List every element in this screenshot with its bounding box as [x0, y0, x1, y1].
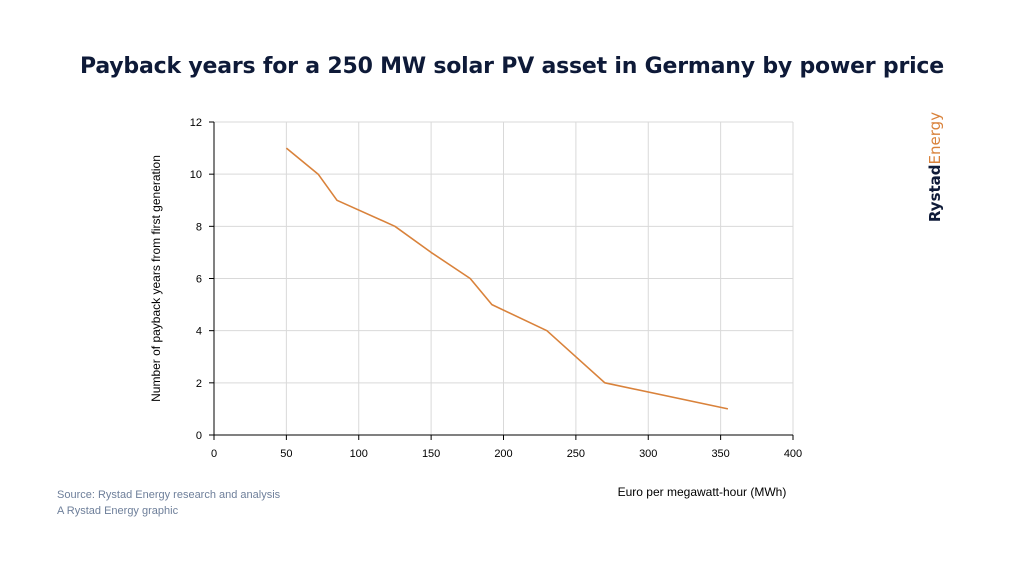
source-note: Source: Rystad Energy research and analy…: [57, 489, 281, 501]
axes: [209, 121, 794, 440]
x-tick-label: 0: [211, 448, 217, 460]
grid-lines: [214, 121, 794, 435]
y-tick-label: 0: [196, 430, 202, 442]
x-tick-label: 150: [422, 448, 440, 460]
chart-title: Payback years for a 250 MW solar PV asse…: [79, 54, 944, 79]
series-line: [285, 147, 729, 410]
y-tick-label: 6: [196, 274, 202, 286]
x-axis-label: Euro per megawatt-hour (MWh): [618, 485, 787, 499]
x-tick-label: 300: [639, 448, 657, 460]
x-tick-label: 400: [784, 448, 802, 460]
x-tick-label: 250: [567, 448, 585, 460]
y-tick-label: 12: [190, 117, 202, 129]
x-tick-label: 200: [494, 448, 512, 460]
y-tick-label: 4: [196, 326, 202, 338]
y-tick-label: 10: [190, 169, 202, 181]
x-tick-label: 50: [280, 448, 292, 460]
x-tick-label: 350: [711, 448, 729, 460]
credit-note: A Rystad Energy graphic: [57, 505, 179, 517]
series-group: [285, 147, 729, 410]
y-tick-label: 2: [196, 378, 202, 390]
y-axis-label: Number of payback years from first gener…: [149, 155, 163, 402]
x-tick-labels: 0 50 100 150 200 250 300 350 400: [211, 448, 802, 460]
y-tick-labels: 0 2 4 6 8 10 12: [190, 117, 202, 442]
x-tick-label: 100: [350, 448, 368, 460]
y-tick-label: 8: [196, 221, 202, 233]
